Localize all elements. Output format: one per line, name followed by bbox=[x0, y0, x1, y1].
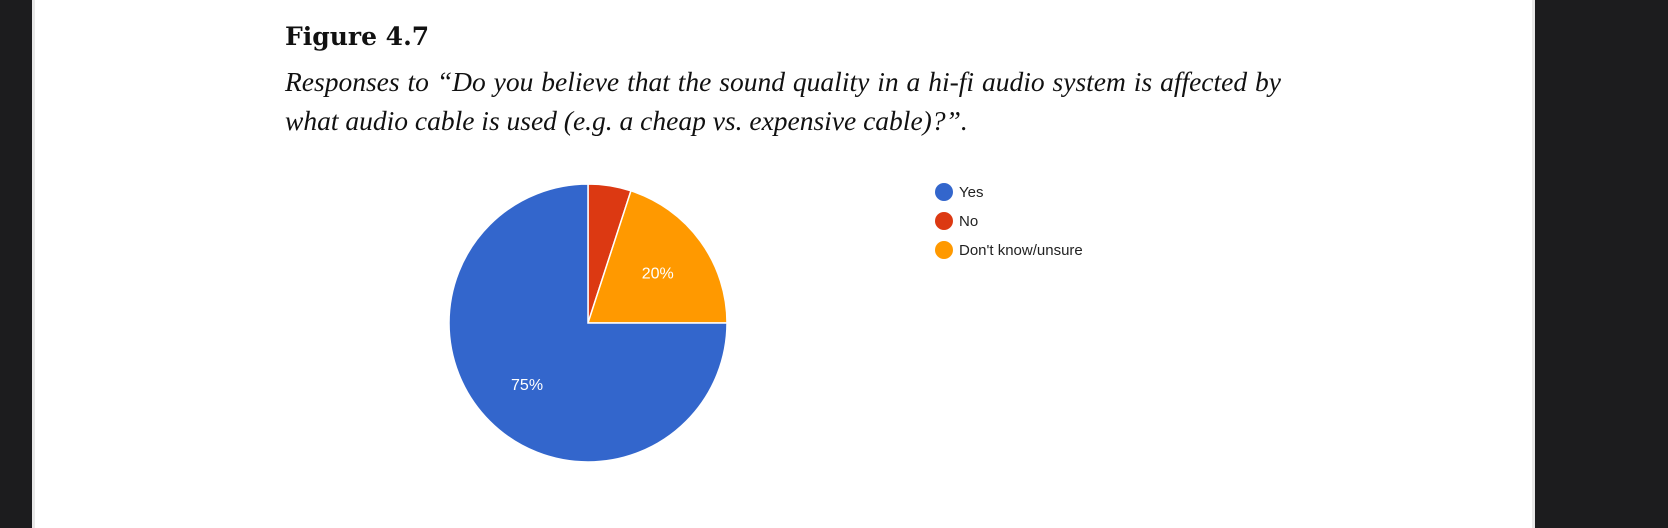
document-page bbox=[32, 0, 1535, 528]
legend-label: Yes bbox=[959, 184, 983, 201]
legend-marker bbox=[935, 183, 953, 201]
slice-data-label: 20% bbox=[642, 265, 674, 282]
legend-label: No bbox=[959, 213, 978, 230]
legend-marker bbox=[935, 212, 953, 230]
legend-marker bbox=[935, 241, 953, 259]
pie-slice-don-t-know-unsure bbox=[586, 189, 728, 324]
legend-label: Don't know/unsure bbox=[959, 242, 1083, 259]
pie-slice-yes bbox=[448, 183, 728, 463]
slice-data-label: 75% bbox=[511, 377, 543, 394]
figure-caption: Responses to “Do you believe that the so… bbox=[285, 66, 1281, 136]
figure-label: Figure 4.7 bbox=[285, 22, 430, 51]
